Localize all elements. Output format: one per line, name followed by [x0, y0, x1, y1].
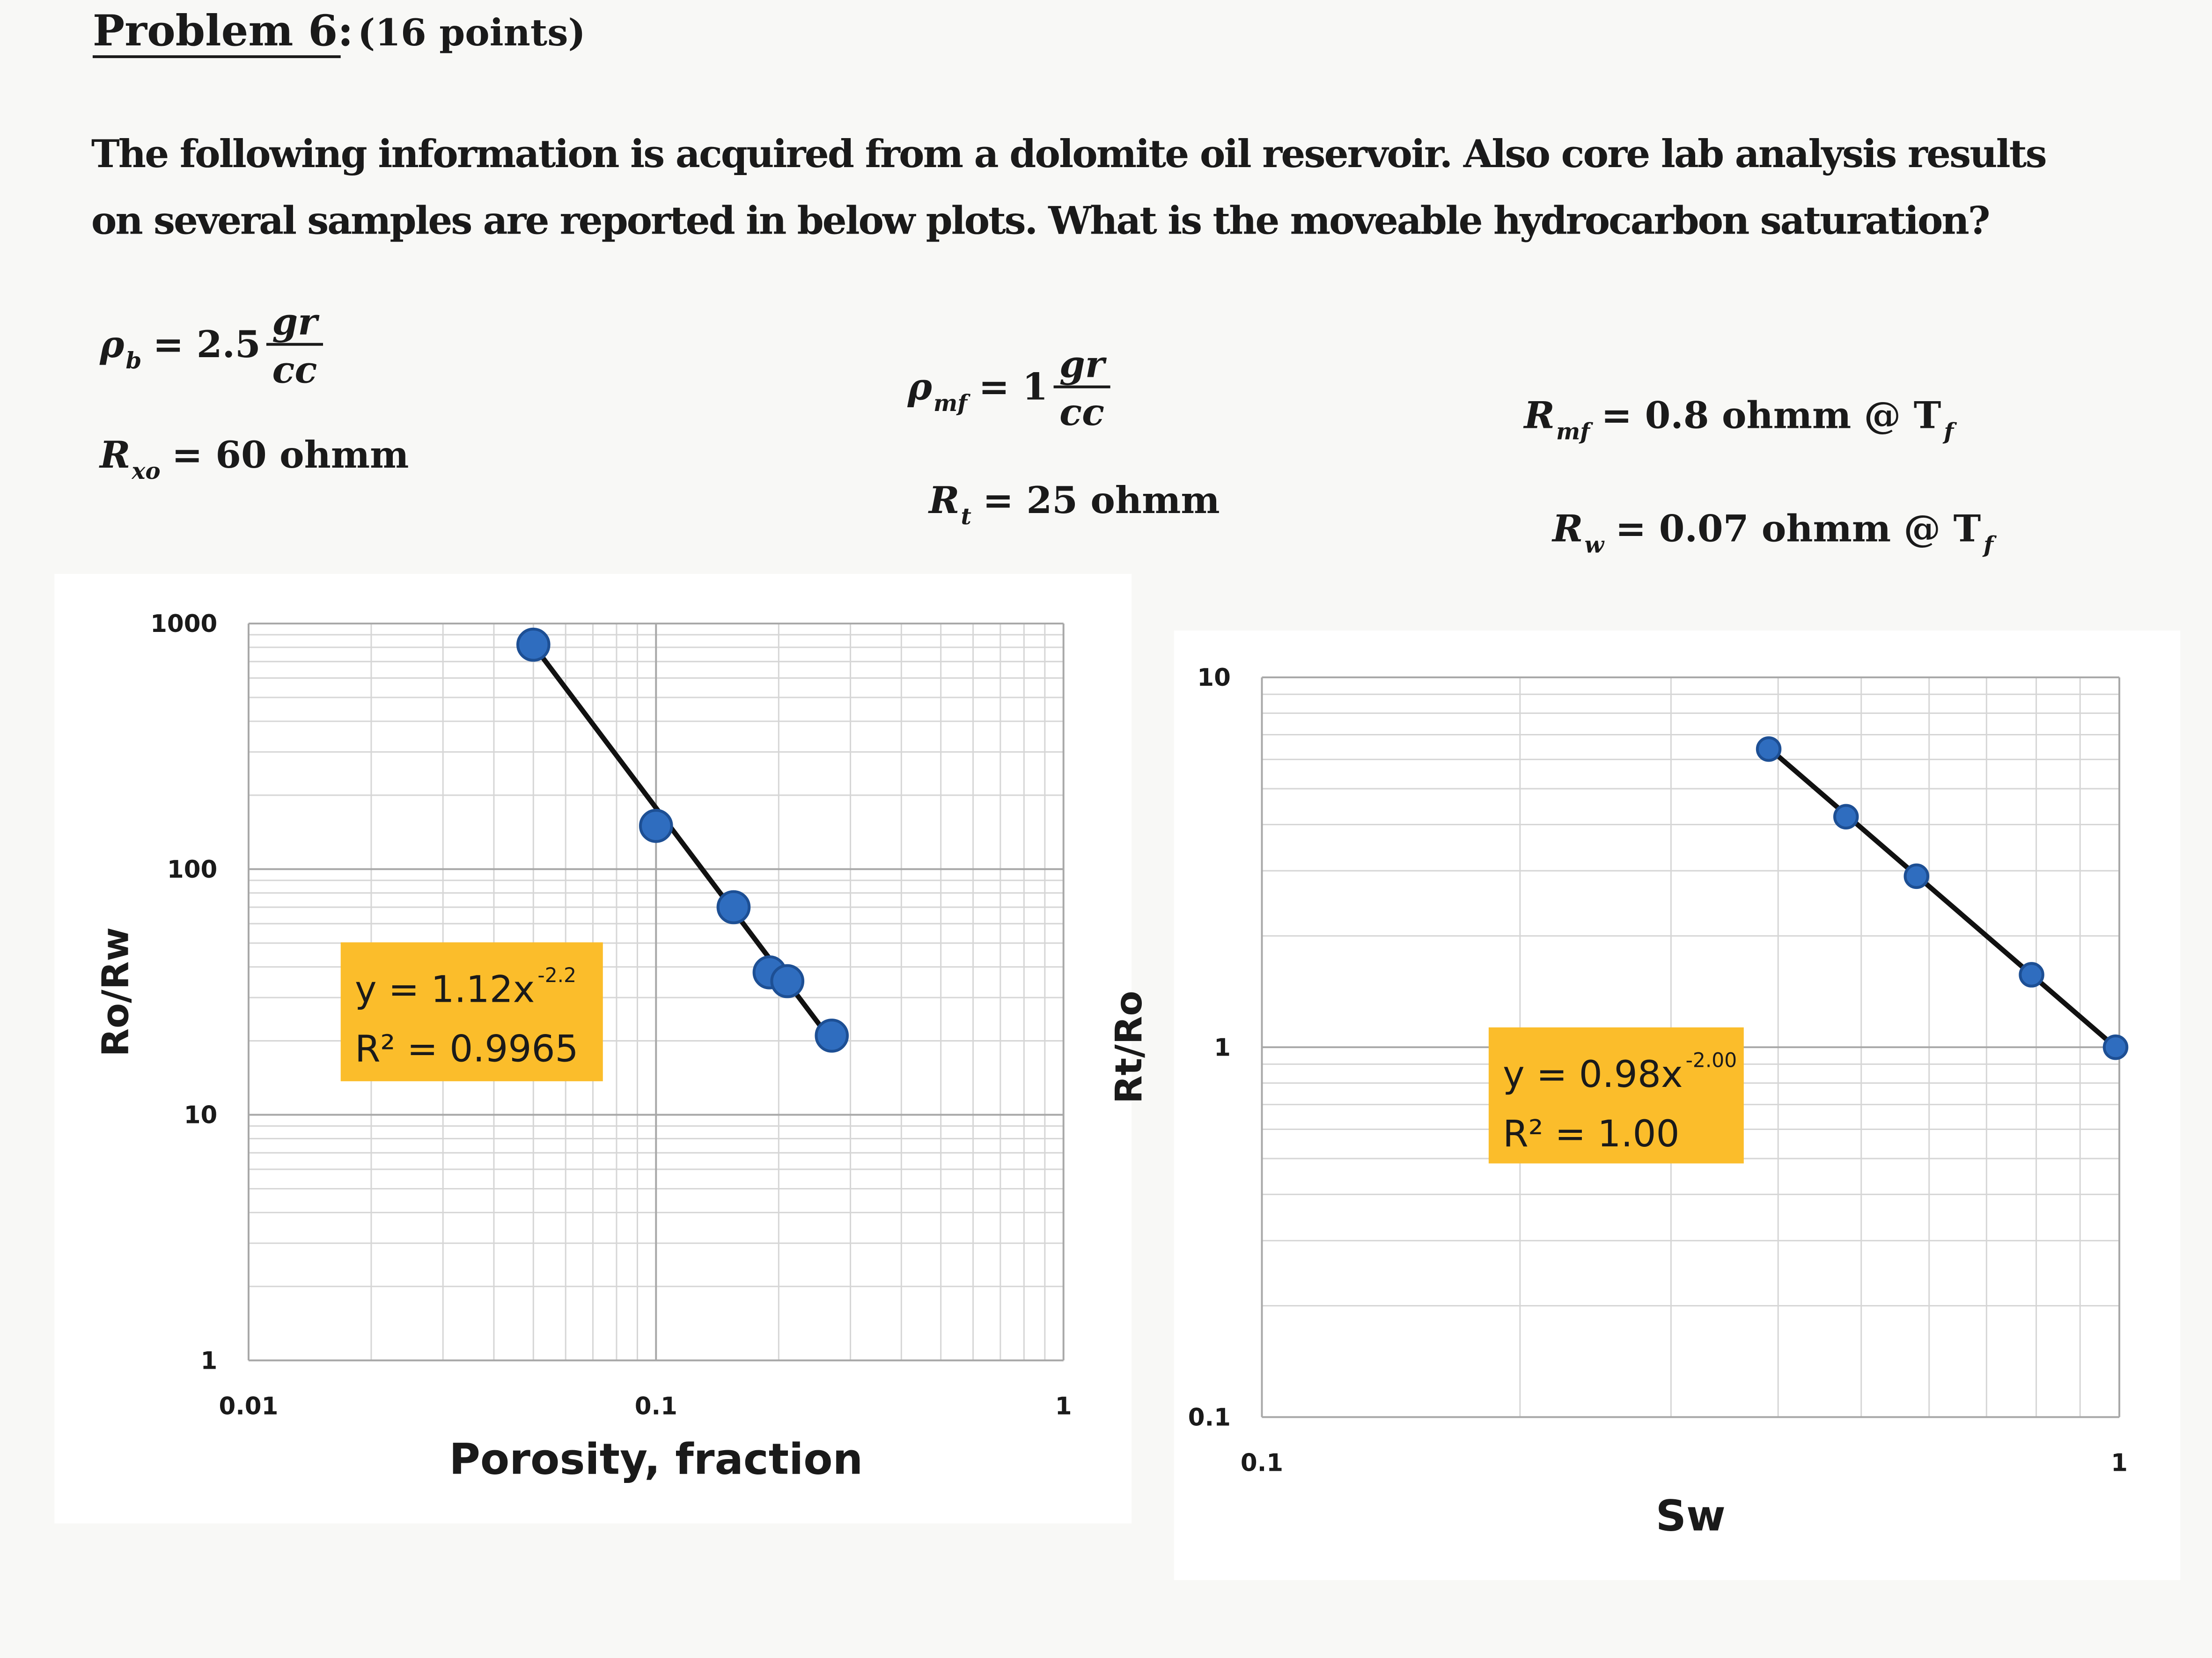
x-tick-label: 0.1 [1241, 1449, 1283, 1477]
data-point [1756, 736, 1782, 762]
y-axis-label: Ro/Rw [94, 927, 137, 1057]
eq-rhs: = 0.8 ohmm @ T [1601, 393, 1941, 437]
y-tick-label: 1000 [150, 610, 217, 638]
eq-numerator: gr [1059, 342, 1107, 386]
annotation-box [1488, 1027, 1744, 1164]
eq-subscript: b [125, 348, 141, 374]
eq-symbol: R [928, 478, 959, 522]
data-point [815, 1019, 849, 1053]
data-point [716, 890, 751, 924]
annotation-box [340, 942, 603, 1081]
eq-rhs: = 60 ohmm [172, 433, 409, 477]
x-tick-label: 0.01 [219, 1392, 278, 1420]
data-point [1903, 863, 1930, 889]
text-line: on several samples are reported in below… [91, 198, 1991, 243]
eq-symbol: ρ [907, 365, 933, 409]
eq-subscript: t [961, 504, 971, 530]
y-tick-label: 1 [1214, 1034, 1231, 1062]
x-tick-label: 1 [1055, 1392, 1072, 1420]
eq-subscript: w [1585, 532, 1605, 558]
y-axis-label: Rt/Ro [1107, 990, 1150, 1104]
eq-rhs: = 0.07 ohmm @ T [1615, 506, 1981, 550]
eq-rhs: = 1 [978, 365, 1048, 409]
fit-exponent: -2.2 [537, 964, 576, 987]
y-tick-label: 10 [1197, 664, 1231, 692]
fit-exponent: -2.00 [1686, 1049, 1737, 1072]
data-point [770, 964, 805, 998]
problem-title: Problem 6: [93, 6, 353, 56]
eq-subscript: xo [132, 458, 161, 484]
problem-points: (16 points) [358, 11, 586, 54]
eq-numerator: gr [272, 300, 320, 343]
eq-denominator: cc [1059, 390, 1104, 434]
eq-symbol: R [1523, 393, 1555, 437]
data-point [1833, 804, 1859, 830]
fit-equation: y = 0.98x [1503, 1053, 1683, 1096]
eq-symbol: ρ [99, 323, 125, 366]
eq-symbol: R [1551, 506, 1583, 550]
r-squared: R² = 0.9965 [355, 1027, 579, 1070]
x-axis-label: Sw [1656, 1492, 1726, 1541]
trendline [1767, 746, 2117, 1049]
data-point [2102, 1034, 2129, 1060]
data-point [639, 809, 673, 843]
eq-denominator: cc [272, 348, 317, 391]
eq-subscript: mf [1556, 418, 1593, 445]
y-tick-label: 10 [184, 1101, 218, 1130]
y-tick-label: 0.1 [1188, 1404, 1231, 1432]
y-tick-label: 1 [201, 1347, 218, 1375]
fit-equation: y = 1.12x [355, 968, 535, 1011]
eq-subscript: mf [933, 390, 970, 417]
eq-rhs: = 2.5 [153, 323, 261, 366]
eq-rhs: = 25 ohmm [983, 478, 1220, 522]
data-point [2019, 962, 2044, 988]
text-line: The following information is acquired fr… [91, 132, 2047, 176]
x-tick-label: 1 [2111, 1449, 2128, 1477]
data-point [516, 627, 551, 662]
r-squared: R² = 1.00 [1503, 1112, 1679, 1155]
x-axis-label: Porosity, fraction [449, 1435, 863, 1484]
y-tick-label: 100 [167, 856, 217, 884]
x-tick-label: 0.1 [635, 1392, 677, 1420]
eq-symbol: R [99, 433, 130, 477]
